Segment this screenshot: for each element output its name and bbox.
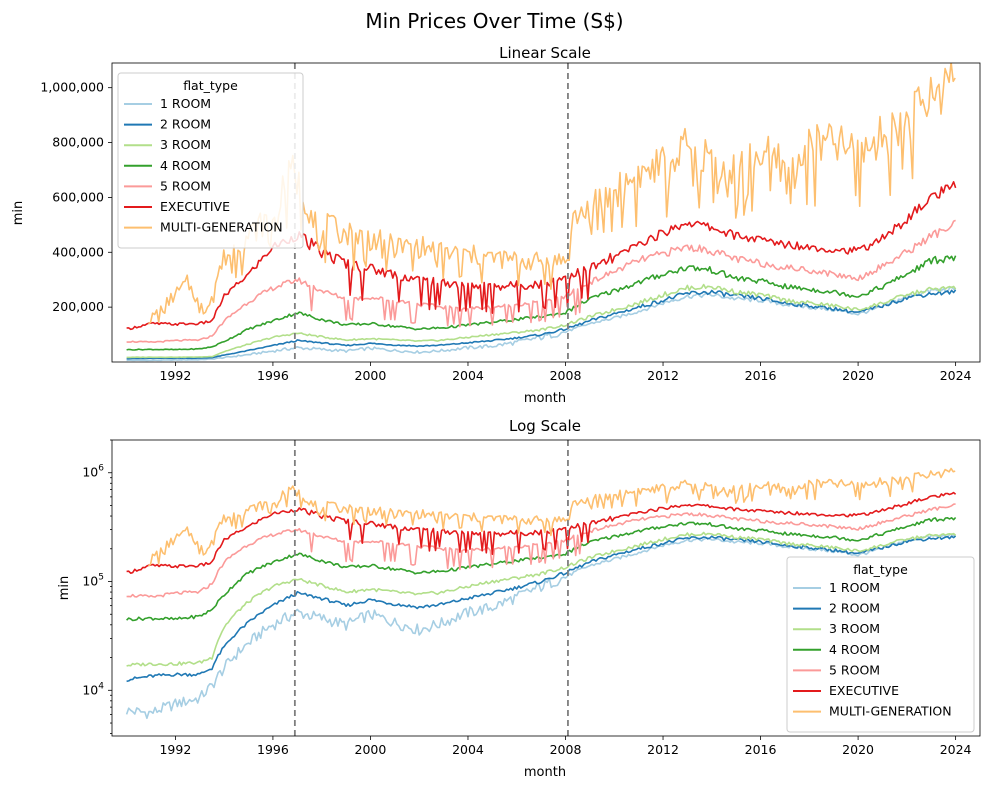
series-line-5-room [126, 503, 956, 598]
legend-entry-label: EXECUTIVE [160, 199, 230, 214]
x-tick-label: 2012 [647, 368, 679, 383]
x-tick-label: 2004 [452, 742, 484, 757]
x-tick-label: 1992 [159, 742, 191, 757]
y-tick-label: 400,000 [52, 244, 104, 259]
linear-scale-panel: Linear Scale month min [11, 44, 591, 406]
legend-entry-label: 4 ROOM [160, 158, 211, 173]
y-tick-label: 106 [82, 464, 104, 480]
figure-suptitle: Min Prices Over Time (S$) [365, 9, 623, 33]
series-group [125, 467, 957, 720]
x-tick-label: 1992 [159, 368, 191, 383]
series-line-executive [126, 491, 957, 574]
series-line-5-room [126, 219, 956, 343]
y-tick-label: 200,000 [52, 299, 104, 314]
x-tick-label: 2020 [842, 368, 874, 383]
x-axis-label-linear: month [524, 391, 566, 406]
legend-entry-label: 1 ROOM [160, 96, 211, 111]
legend-entry-label: 5 ROOM [829, 662, 880, 677]
x-tick-label: 2016 [745, 742, 777, 757]
x-tick-label: 2000 [355, 368, 387, 383]
legend-entry-label: 3 ROOM [160, 137, 211, 152]
legend-entry-label: 2 ROOM [829, 601, 880, 616]
legend: flat_type 1 ROOM 2 ROOM 3 ROOM 4 ROOM 5 ROOM E… [117, 72, 304, 249]
series-line-2-room [126, 289, 957, 360]
legend: flat_type 1 ROOM 2 ROOM 3 ROOM 4 ROOM 5 ROOM E… [786, 556, 975, 733]
x-tick-label: 2024 [940, 368, 972, 383]
panel-title-log: Log Scale [509, 417, 581, 435]
log-scale-panel: Log Scale month min [57, 417, 581, 780]
x-tick-label: 2012 [647, 742, 679, 757]
legend-title: flat_type [853, 562, 908, 577]
legend-box [786, 556, 975, 733]
legend-entry-label: 3 ROOM [829, 621, 880, 636]
legend-entry-label: MULTI-GENERATION [829, 704, 952, 719]
x-tick-label: 2000 [355, 742, 387, 757]
plot-area-0: 1992 1996 2000 2004 2008 2012 2016 2020 2024 200,… [40, 62, 981, 383]
series-line-multi-generation [148, 467, 956, 567]
legend-entry-label: 4 ROOM [829, 642, 880, 657]
legend-title: flat_type [183, 78, 238, 93]
y-tick-label: 1,000,000 [40, 80, 104, 95]
y-tick-label: 104 [82, 681, 104, 697]
legend-entry-label: 2 ROOM [160, 117, 211, 132]
x-tick-label: 1996 [257, 368, 289, 383]
x-axis-label-log: month [524, 765, 566, 780]
plot-area-1: 1992 1996 2000 2004 2008 2012 2016 2020 2024 104 1… [82, 439, 981, 757]
x-tick-label: 2020 [842, 742, 874, 757]
series-line-3-room [126, 531, 957, 667]
x-tick-label: 2004 [452, 368, 484, 383]
y-axis-label-linear: min [11, 201, 26, 226]
series-line-3-room [126, 283, 957, 359]
x-tick-label: 2008 [550, 742, 582, 757]
x-tick-label: 2016 [745, 368, 777, 383]
legend-entry-label: 5 ROOM [160, 178, 211, 193]
legend-entry-label: MULTI-GENERATION [160, 220, 283, 235]
series-line-executive [126, 181, 957, 331]
axes-frame [111, 62, 981, 363]
axes-frame [111, 439, 981, 737]
y-tick-label: 800,000 [52, 135, 104, 150]
x-tick-label: 1996 [257, 742, 289, 757]
legend-box [117, 72, 304, 249]
y-tick-label: 105 [82, 573, 104, 589]
y-tick-label: 600,000 [52, 189, 104, 204]
x-tick-label: 2008 [550, 368, 582, 383]
series-line-2-room [126, 535, 957, 683]
legend-entry-label: EXECUTIVE [829, 683, 899, 698]
legend-entry-label: 1 ROOM [829, 580, 880, 595]
panel-title-linear: Linear Scale [499, 44, 591, 62]
x-tick-label: 2024 [940, 742, 972, 757]
y-axis-label-log: min [57, 576, 72, 601]
